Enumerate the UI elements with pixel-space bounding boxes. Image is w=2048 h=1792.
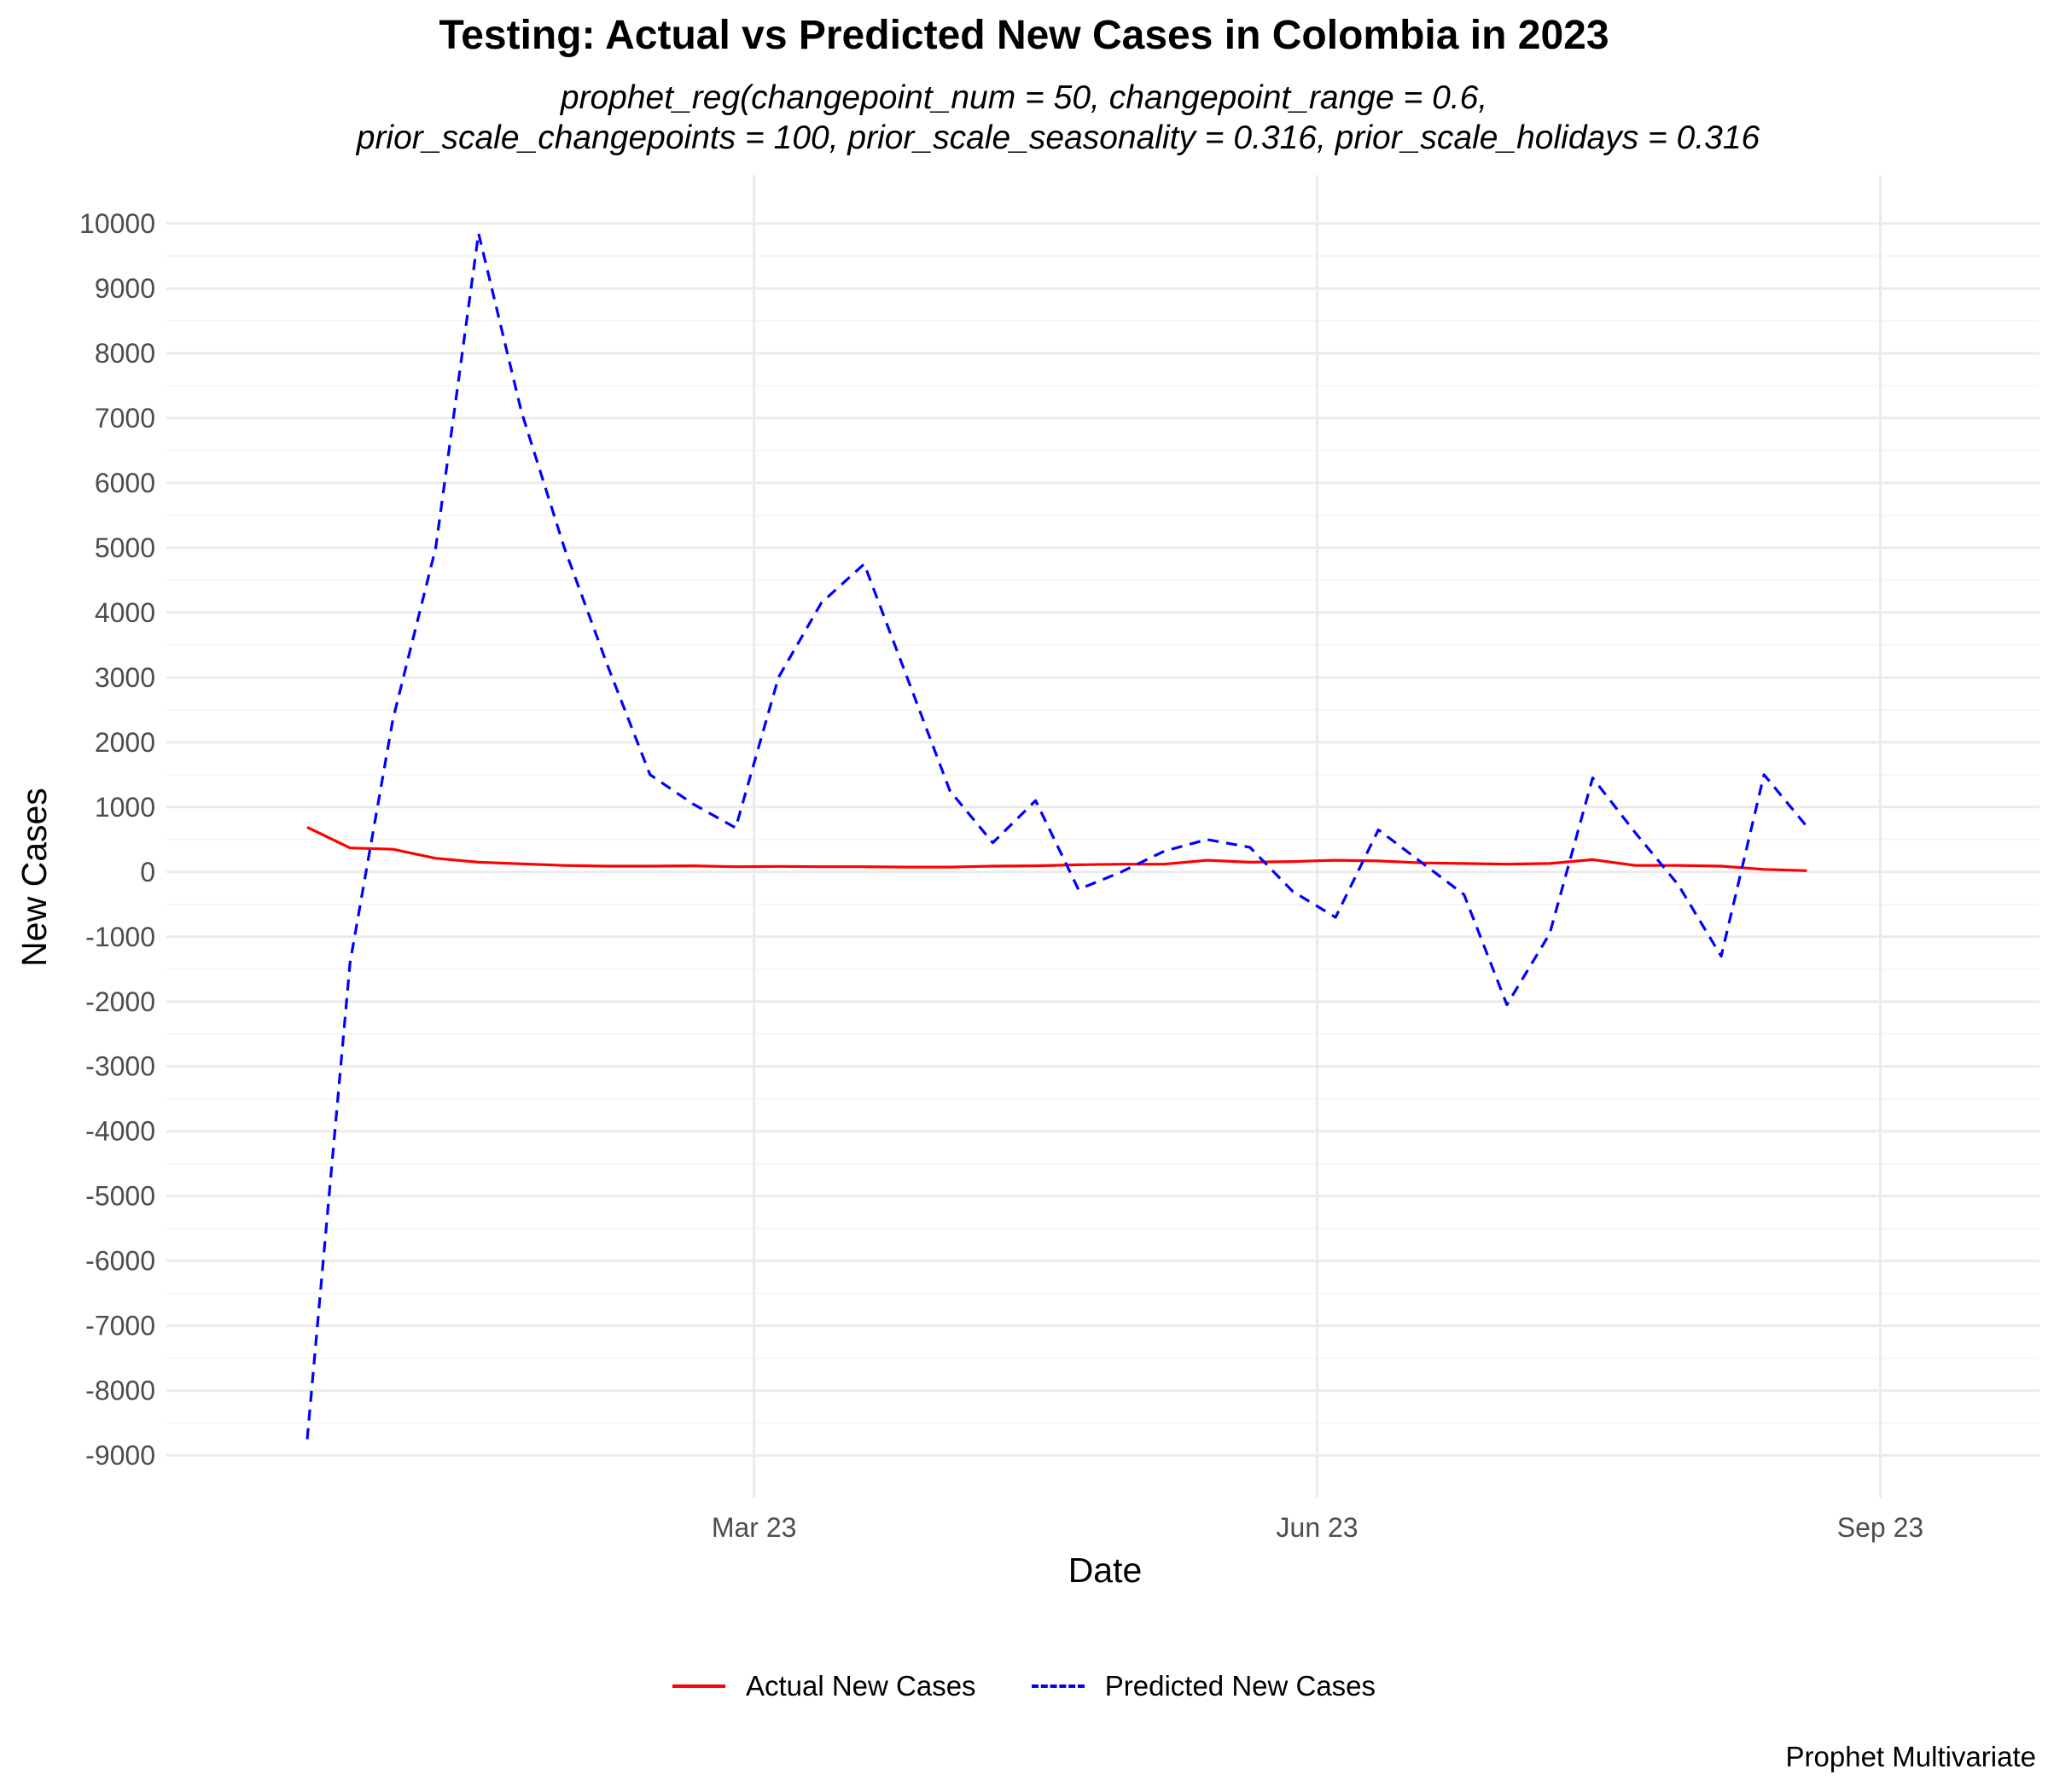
- y-tick-label: 2000: [95, 727, 155, 758]
- y-tick-label: 6000: [95, 468, 155, 498]
- y-tick-label: -5000: [85, 1181, 155, 1212]
- x-tick-label: Mar 23: [712, 1512, 797, 1543]
- y-tick-label: -2000: [85, 986, 155, 1017]
- legend-item-actual: Actual New Cases: [672, 1670, 976, 1702]
- y-tick-label: -1000: [85, 922, 155, 952]
- y-tick-label: 1000: [95, 792, 155, 823]
- y-tick-label: 8000: [95, 338, 155, 369]
- chart-caption: Prophet Multivariate: [1785, 1741, 2036, 1772]
- chart-subtitle-line-1: prophet_reg(changepoint_num = 50, change…: [560, 79, 1488, 116]
- legend-label-predicted: Predicted New Cases: [1104, 1670, 1376, 1702]
- series-line-actual: [306, 825, 1807, 872]
- y-tick-label: 5000: [95, 532, 155, 563]
- x-axis-title: Date: [1068, 1551, 1143, 1590]
- chart-title: Testing: Actual vs Predicted New Cases i…: [439, 13, 1609, 58]
- y-tick-label: 10000: [79, 208, 155, 239]
- chart-subtitle-line-2: prior_scale_changepoints = 100, prior_sc…: [356, 119, 1760, 156]
- y-tick-label: 9000: [95, 273, 155, 304]
- y-tick-label: -9000: [85, 1440, 155, 1471]
- x-axis-ticks: Mar 23 Jun 23 Sep 23: [712, 1512, 1923, 1543]
- x-tick-label: Sep 23: [1837, 1512, 1923, 1543]
- y-tick-label: -4000: [85, 1116, 155, 1147]
- legend-item-predicted: Predicted New Cases: [1031, 1670, 1376, 1702]
- y-tick-label: -7000: [85, 1311, 155, 1341]
- series-line-predicted: [305, 231, 1808, 1440]
- y-axis-ticks: 1000090008000700060005000400030002000100…: [79, 208, 155, 1471]
- legend-key-predicted: [1031, 1684, 1085, 1688]
- legend: Actual New Cases Predicted New Cases: [0, 1662, 2048, 1702]
- y-tick-label: -3000: [85, 1051, 155, 1082]
- y-axis-title: New Cases: [15, 788, 54, 967]
- legend-key-actual: [672, 1684, 725, 1688]
- y-tick-label: 7000: [95, 403, 155, 433]
- y-tick-label: -6000: [85, 1246, 155, 1277]
- legend-label-actual: Actual New Cases: [745, 1670, 976, 1702]
- y-tick-label: -8000: [85, 1376, 155, 1406]
- y-tick-label: 3000: [95, 662, 155, 693]
- y-tick-label: 4000: [95, 597, 155, 628]
- y-tick-label: 0: [140, 857, 155, 887]
- grid-lines: [166, 175, 2039, 1498]
- series-lines: [305, 231, 1808, 1440]
- x-tick-label: Jun 23: [1277, 1512, 1359, 1543]
